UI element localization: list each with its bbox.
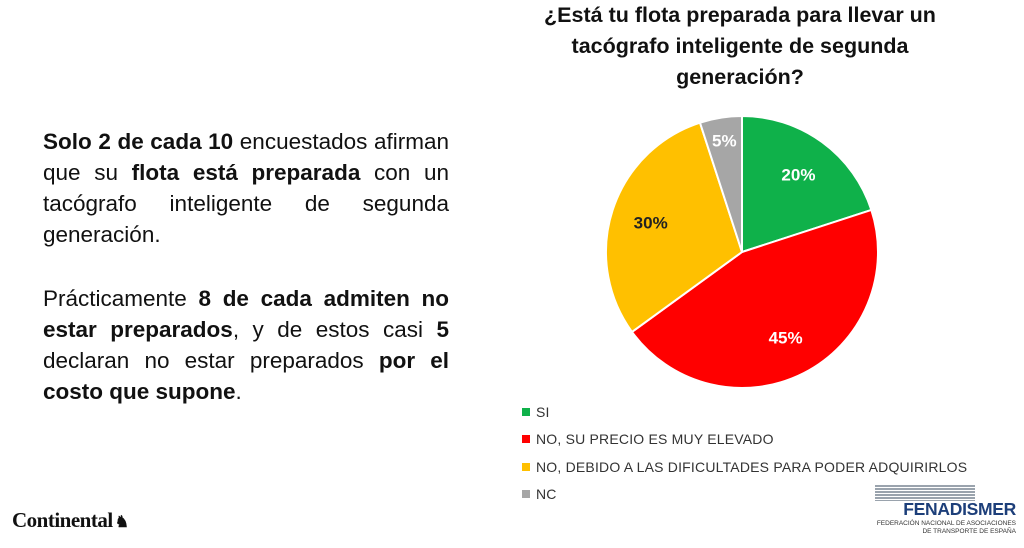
pie-slice [698,114,743,253]
p2-run: . [235,379,242,404]
legend-item: NC [522,481,967,509]
p1-run: encuestados afirman que su [43,129,450,185]
fenadismer-logo: FENADISMER FEDERACIÓN NACIONAL DE ASOCIA… [871,485,1016,540]
continental-logo: Continental ♞ [12,508,129,533]
p2-run: 5 [436,317,449,342]
summary-paragraph-2: Prácticamente 8 de cada admiten no estar… [43,283,449,407]
legend-label: NO, SU PRECIO ES MUY ELEVADO [536,431,774,448]
slice-data-label: 20% [781,165,815,184]
legend-label: NO, DEBIDO A LAS DIFICULTADES PARA PODER… [536,458,968,475]
slice-data-label: 5% [712,131,737,150]
legend-label: SI [536,403,550,420]
fenadismer-subtitle: FEDERACIÓN NACIONAL DE ASOCIACIONES DE T… [871,520,1016,536]
p1-run: de cada [110,129,209,154]
legend-swatch [522,490,530,499]
p2-run: Prácticamente [43,286,199,311]
continental-logo-text: Continental [12,508,113,532]
p1-run: Solo [43,129,99,154]
p2-run: declaran no estar preparados [43,348,379,373]
p1-run: con un tacógrafo inteligente de segunda … [43,160,449,247]
summary-paragraph-1: Solo 2 de cada 10 encuestados afirman qu… [43,126,449,250]
legend-swatch [522,462,530,471]
slice-data-label: 30% [634,213,668,232]
fenadismer-emblem [875,485,975,501]
chart-title: ¿Está tu flota preparada para llevar un … [544,3,936,89]
p1-run: 10 [208,129,234,154]
pie-slice [605,121,744,334]
fenadismer-subtitle-line-2: DE TRANSPORTE DE ESPAÑA [922,528,1016,535]
legend-swatch [522,435,530,444]
p2-run: 8 de cada admiten no estar preparados [43,286,450,342]
legend-item: NO, SU PRECIO ES MUY ELEVADO [522,426,967,454]
slice-data-label: 45% [769,329,803,348]
fenadismer-subtitle-line-1: FEDERACIÓN NACIONAL DE ASOCIACIONES [876,520,1016,527]
p2-run: , y de estos casi [232,317,437,342]
p1-run: flota está preparada [131,160,361,185]
pie-slice [741,114,873,254]
horse-icon: ♞ [114,514,129,531]
pie-slice [630,208,879,389]
p1-run: 2 [98,129,111,154]
p2-run: por el costo que supone [43,348,449,404]
legend-item: NO, DEBIDO A LAS DIFICULTADES PARA PODER… [522,453,967,481]
pie-chart: 20% 45% 30% 5% [605,114,879,389]
legend-label: NC [536,486,557,503]
fenadismer-name: FENADISMER [903,499,1016,519]
legend-item: SI [522,398,967,426]
chart-legend: SI NO, SU PRECIO ES MUY ELEVADO NO, DEBIDO… [522,398,967,508]
legend-swatch [522,407,530,416]
